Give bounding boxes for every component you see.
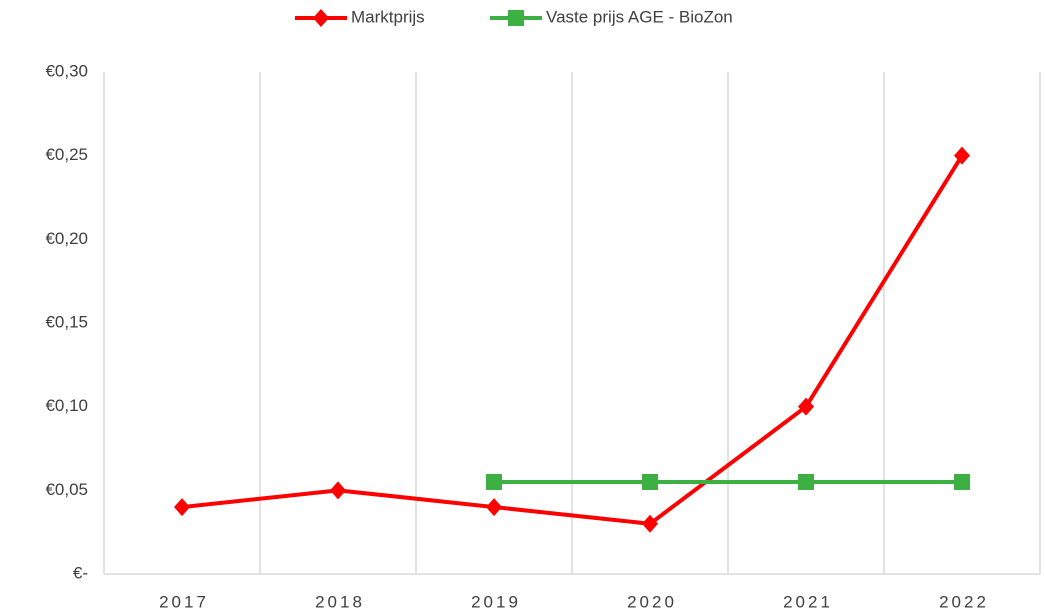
- x-tick-label: 2021: [783, 592, 833, 611]
- marker: [486, 473, 502, 490]
- legend-label: Marktprijs: [351, 7, 425, 26]
- y-tick-label: €0,20: [45, 229, 88, 248]
- marker: [486, 498, 502, 517]
- x-tick-label: 2022: [939, 592, 989, 611]
- marker: [954, 473, 970, 490]
- x-tick-label: 2018: [315, 592, 365, 611]
- marker: [313, 9, 329, 27]
- marker: [642, 473, 658, 490]
- y-tick-label: €0,10: [45, 396, 88, 415]
- series-line: [181, 154, 964, 526]
- x-tick-label: 2019: [471, 592, 521, 611]
- y-tick-label: €0,15: [45, 312, 88, 331]
- marker: [330, 481, 346, 500]
- y-tick-label: €0,25: [45, 145, 88, 164]
- marker: [798, 397, 814, 416]
- marker: [642, 514, 658, 533]
- marker: [798, 473, 814, 490]
- legend-label: Vaste prijs AGE - BioZon: [546, 7, 733, 26]
- marker: [174, 498, 190, 517]
- y-tick-label: €-: [73, 563, 88, 582]
- marker: [508, 10, 524, 26]
- x-tick-label: 2017: [159, 592, 209, 611]
- x-tick-label: 2020: [627, 592, 677, 611]
- y-tick-label: €0,05: [45, 480, 88, 499]
- y-tick-label: €0,30: [45, 61, 88, 80]
- marker: [954, 146, 970, 165]
